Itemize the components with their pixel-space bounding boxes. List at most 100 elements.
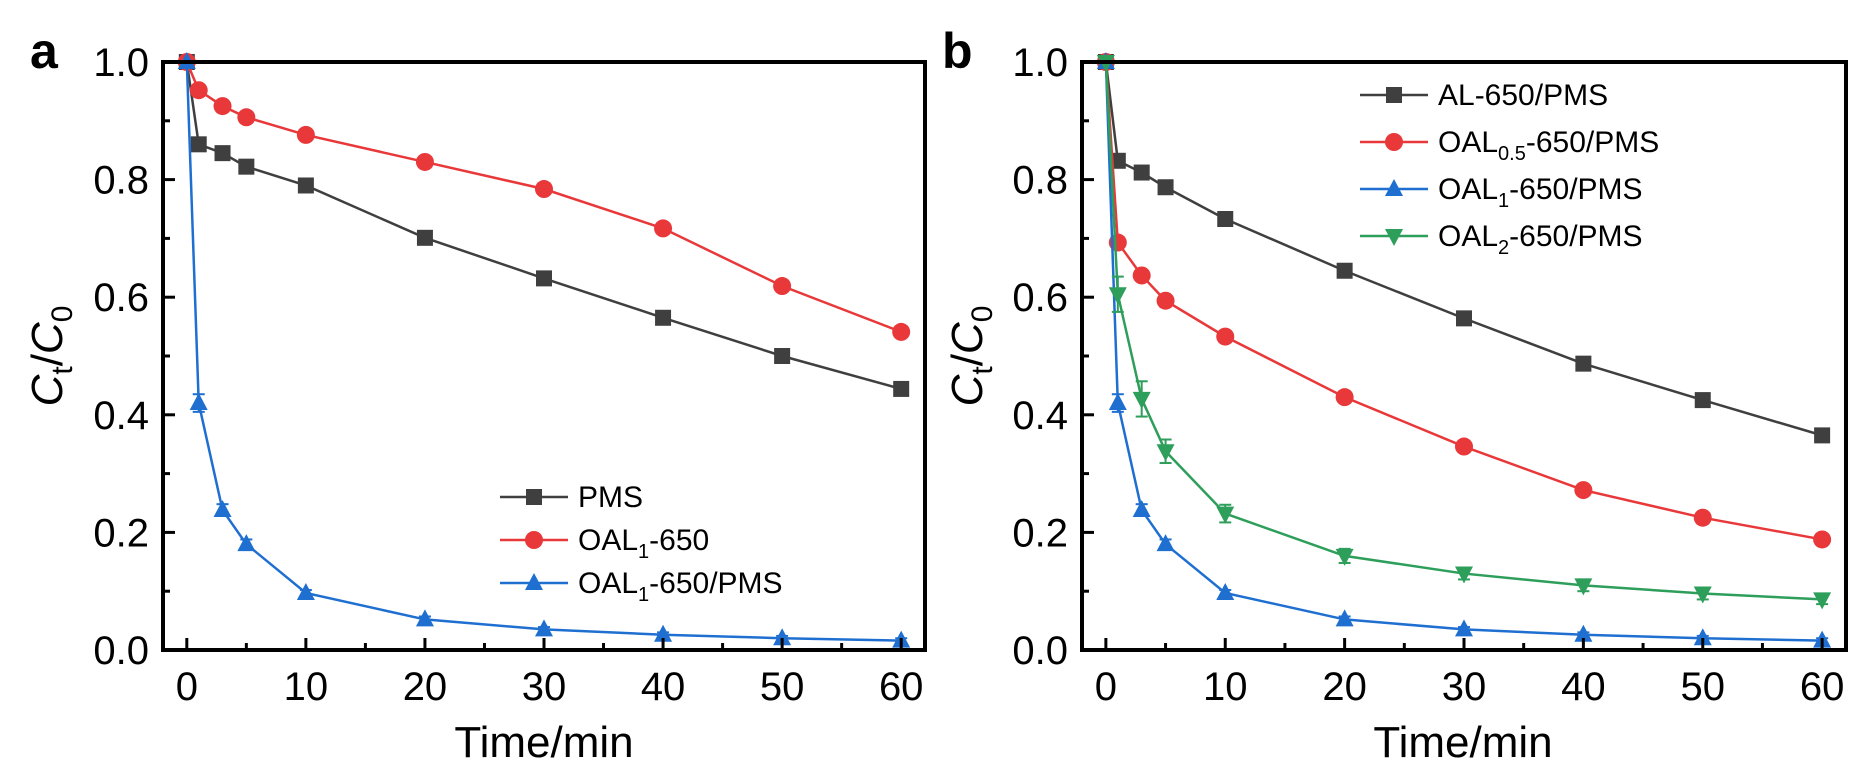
x-tick-label: 40 — [1561, 665, 1606, 709]
data-point — [1455, 619, 1473, 637]
legend-label: PMS — [578, 481, 643, 514]
series-line — [1104, 61, 1823, 437]
legend-marker — [526, 489, 542, 505]
y-tick-label: 0.2 — [93, 511, 149, 555]
data-point — [189, 393, 208, 411]
y-tick-label: 0.2 — [1012, 511, 1068, 555]
data-point — [1157, 179, 1174, 196]
series-line — [185, 61, 902, 391]
panel-a: a 0 10 20 30 40 50 60 0.0 0.2 0.4 0.6 0.8 1.0 Time/m… — [23, 23, 927, 767]
data-point — [237, 534, 256, 552]
data-point — [774, 348, 791, 364]
data-point — [1335, 548, 1354, 566]
legend-label: OAL1-650/PMS — [1438, 173, 1643, 212]
data-point — [415, 609, 434, 627]
series-line — [185, 61, 902, 642]
data-point — [189, 81, 208, 100]
data-point — [416, 229, 433, 246]
series-oal1-650-pms — [177, 52, 911, 648]
data-point — [213, 97, 232, 116]
series-al-650-pms — [1097, 54, 1831, 444]
x-tick-label: 60 — [879, 665, 924, 709]
legend-entry: OAL1-650/PMS — [1360, 173, 1643, 212]
panel-a-y-axis-title: Ct/C0 — [23, 306, 79, 407]
legend-label: OAL1-650/PMS — [578, 567, 783, 606]
data-point — [1132, 500, 1151, 518]
data-point — [1813, 592, 1832, 610]
data-point — [296, 582, 315, 600]
data-point — [1693, 586, 1712, 604]
data-point — [535, 619, 553, 637]
data-point — [773, 628, 792, 646]
data-point — [1156, 444, 1175, 462]
data-point — [296, 125, 315, 144]
series-line — [185, 61, 902, 334]
data-point — [1132, 266, 1151, 285]
series-line — [1104, 61, 1823, 601]
data-point — [1455, 566, 1473, 584]
data-point — [1216, 506, 1235, 524]
data-point — [1335, 388, 1354, 407]
series-oal1-650 — [177, 53, 911, 341]
data-point — [892, 322, 911, 341]
panel-a-x-axis-title: Time/min — [454, 718, 633, 767]
series-oal2-650-pms — [1096, 55, 1832, 610]
panel-a-frame — [161, 60, 927, 652]
data-point — [1693, 508, 1712, 527]
data-point — [237, 108, 256, 127]
series-line — [1104, 61, 1823, 642]
y-tick-label: 0.8 — [1012, 159, 1068, 203]
data-point — [1108, 287, 1127, 305]
data-point — [1574, 481, 1593, 500]
data-point — [1156, 534, 1175, 552]
y-tick-label: 0.6 — [1012, 276, 1068, 320]
legend-marker — [525, 531, 543, 549]
data-point — [1156, 291, 1175, 310]
data-point — [1813, 530, 1832, 549]
data-point — [535, 180, 553, 199]
data-point — [1574, 578, 1593, 596]
panel-a-letter: a — [30, 23, 59, 79]
y-tick-label: 0.0 — [93, 629, 149, 673]
data-point — [1216, 327, 1235, 346]
data-point — [1133, 164, 1150, 181]
x-tick-label: 20 — [403, 665, 448, 709]
data-point — [1575, 355, 1592, 372]
data-point — [536, 270, 552, 287]
panel-b-legend: AL-650/PMS OAL0.5-650/PMS OAL1-650/PMS OAL2… — [1360, 79, 1659, 259]
x-tick-label: 50 — [1681, 665, 1726, 709]
data-point — [655, 309, 672, 326]
legend-marker — [1385, 179, 1403, 196]
legend-entry: OAL0.5-650/PMS — [1360, 126, 1659, 165]
data-point — [1216, 582, 1235, 600]
legend-entry: OAL2-650/PMS — [1360, 220, 1643, 259]
x-tick-label: 50 — [760, 665, 805, 709]
x-tick-label: 60 — [1800, 665, 1845, 709]
y-tick-label: 0.0 — [1012, 629, 1068, 673]
legend-label: AL-650/PMS — [1438, 79, 1608, 112]
x-tick-label: 0 — [176, 665, 198, 709]
data-point — [297, 177, 314, 194]
panel-b: b 0 10 20 30 40 50 60 0.0 0.2 0.4 0.6 0.8 1.0 Time/m… — [942, 23, 1848, 767]
data-point — [1814, 427, 1831, 444]
data-point — [415, 152, 434, 171]
data-point — [238, 158, 255, 175]
x-tick-label: 0 — [1095, 665, 1117, 709]
data-point — [654, 219, 673, 238]
panel-b-y-axis-title: Ct/C0 — [943, 306, 999, 407]
data-point — [1217, 210, 1234, 227]
x-tick-label: 30 — [522, 665, 567, 709]
panel-a-ticks: 0 10 20 30 40 50 60 0.0 0.2 0.4 0.6 0.8 1.0 — [93, 41, 923, 709]
data-point — [654, 624, 673, 642]
data-point — [893, 380, 910, 397]
x-tick-label: 20 — [1322, 665, 1367, 709]
series-pms — [178, 54, 910, 397]
data-point — [1694, 392, 1711, 409]
y-tick-label: 0.4 — [93, 394, 149, 438]
legend-label: OAL1-650 — [578, 524, 709, 563]
data-point — [1455, 437, 1473, 456]
legend-entry: AL-650/PMS — [1360, 79, 1608, 112]
panel-a-plot — [177, 52, 911, 648]
legend-marker — [525, 573, 543, 590]
x-tick-label: 40 — [641, 665, 686, 709]
